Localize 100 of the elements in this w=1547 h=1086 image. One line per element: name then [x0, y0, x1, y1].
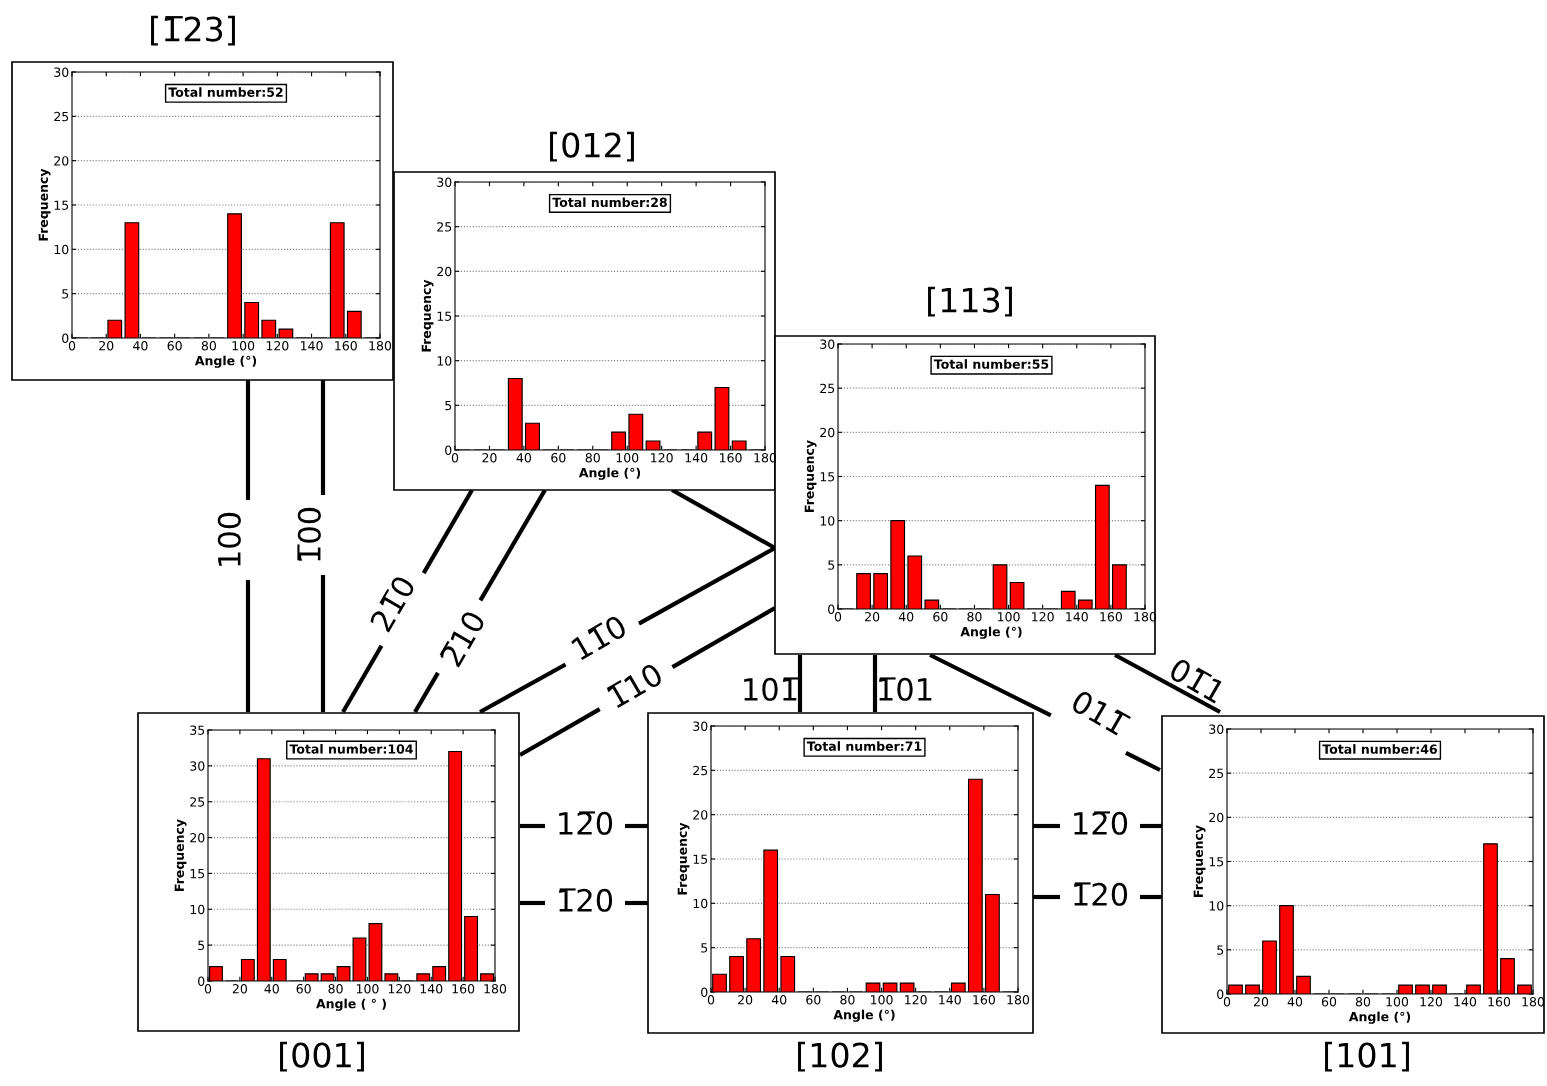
y-axis-title: Frequency [174, 819, 187, 891]
y-axis-title: Frequency [804, 440, 817, 512]
x-tick-label: 140 [1066, 612, 1088, 622]
y-tick-label: 0 [198, 976, 205, 986]
y-tick-label: 5 [701, 943, 708, 953]
y-tick-label: 20 [190, 833, 205, 843]
x-tick-label: 80 [585, 453, 600, 463]
y-axis-title: Frequency [677, 822, 690, 895]
x-tick-label: 120 [1420, 997, 1443, 1007]
x-tick-label: 20 [738, 995, 753, 1005]
x-tick-label: 60 [933, 612, 948, 622]
x-axis-title: Angle (°) [833, 1009, 895, 1022]
x-tick-label: 80 [1355, 997, 1371, 1007]
y-axis-title: Frequency [421, 279, 434, 352]
y-tick-label: 10 [437, 356, 452, 366]
x-tick-label: 60 [296, 984, 311, 994]
y-tick-label: 0 [445, 445, 452, 455]
x-tick-label: 160 [1100, 612, 1122, 622]
x-tick-label: 40 [1287, 997, 1303, 1007]
x-tick-label: 180 [369, 341, 392, 351]
text: [101] [1325, 1041, 1409, 1072]
x-tick-label: 60 [806, 995, 821, 1005]
x-tick-label: 40 [264, 984, 279, 994]
y-tick-label: 20 [693, 810, 708, 820]
y-tick-label: 10 [693, 898, 708, 909]
y-tick-label: 5 [62, 289, 69, 299]
y-tick-label: 25 [1209, 768, 1224, 779]
y-tick-label: 5 [828, 560, 835, 570]
y-tick-label: 15 [437, 311, 452, 321]
x-tick-label: 100 [998, 612, 1020, 622]
text: 11̅0 [570, 613, 628, 661]
x-tick-label: 40 [771, 995, 787, 1005]
x-tick-label: 20 [1253, 997, 1269, 1007]
y-tick-label: 30 [190, 761, 205, 771]
text: 1̅10 [606, 661, 664, 709]
x-tick-label: 120 [905, 995, 927, 1005]
x-tick-label: 120 [651, 453, 673, 463]
y-tick-label: 15 [1209, 857, 1224, 867]
x-tick-label: 60 [551, 453, 566, 463]
text: 12̅0 [559, 811, 613, 835]
x-tick-label: 140 [420, 984, 443, 994]
x-tick-label: 140 [939, 995, 961, 1005]
x-axis-title: Angle (°) [1348, 1011, 1411, 1024]
x-tick-label: 100 [616, 453, 639, 463]
y-tick-label: 5 [445, 400, 452, 411]
y-tick-label: 10 [190, 904, 205, 915]
y-tick-label: 30 [54, 67, 69, 77]
y-axis-title: Frequency [38, 168, 51, 241]
y-tick-label: 25 [190, 797, 205, 807]
x-tick-label: 40 [516, 453, 532, 463]
x-tick-label: 20 [482, 453, 497, 463]
y-tick-label: 15 [693, 854, 708, 864]
x-tick-label: 140 [301, 341, 323, 351]
x-tick-label: 120 [1032, 612, 1054, 622]
text: [001] [280, 1041, 364, 1072]
x-tick-label: 60 [167, 341, 182, 351]
x-tick-label: 40 [898, 612, 914, 622]
y-tick-label: 25 [54, 111, 69, 122]
y-tick-label: 10 [1209, 901, 1224, 911]
y-tick-label: 10 [820, 516, 835, 526]
annotation: Total number:104 [289, 744, 413, 754]
y-tick-label: 20 [437, 266, 452, 277]
y-tick-label: 35 [190, 725, 205, 735]
text: 1̅00 [297, 507, 321, 561]
y-tick-label: 15 [190, 869, 205, 879]
x-tick-label: 140 [685, 453, 708, 463]
y-tick-label: 30 [437, 177, 452, 187]
x-tick-label: 20 [865, 612, 880, 622]
x-tick-label: 100 [1386, 997, 1409, 1007]
text: 12̅0 [1074, 811, 1128, 835]
y-tick-label: 20 [54, 156, 69, 166]
x-tick-label: 160 [335, 341, 357, 351]
x-tick-label: 80 [201, 341, 217, 351]
annotation: Total number:55 [933, 359, 1049, 369]
y-tick-label: 25 [437, 222, 452, 232]
x-tick-label: 180 [484, 984, 507, 994]
text: 101̅ [744, 677, 800, 701]
y-tick-label: 10 [54, 244, 69, 255]
chart-title: [113] [928, 286, 1012, 317]
x-tick-label: 100 [232, 341, 255, 351]
chart-title: [1̅23] [151, 15, 235, 46]
x-tick-label: 160 [452, 984, 475, 994]
text: [102] [798, 1041, 882, 1072]
y-tick-label: 30 [1209, 724, 1224, 734]
y-axis-title: Frequency [1193, 825, 1206, 897]
annotation: Total number:71 [806, 741, 922, 751]
x-tick-label: 100 [871, 995, 893, 1005]
x-axis-title: Angle (°) [578, 467, 641, 480]
x-tick-label: 80 [328, 984, 343, 994]
y-tick-label: 0 [828, 604, 835, 614]
x-tick-label: 80 [967, 612, 982, 622]
x-tick-label: 80 [840, 995, 855, 1005]
text: 1̅01 [879, 677, 932, 701]
y-tick-label: 30 [820, 339, 835, 349]
y-tick-label: 0 [62, 333, 69, 343]
chart-title: [012] [550, 131, 634, 162]
y-tick-label: 5 [1217, 945, 1224, 955]
annotation: Total number:46 [1322, 744, 1437, 754]
y-tick-label: 25 [693, 765, 708, 776]
y-tick-label: 20 [1209, 812, 1224, 823]
